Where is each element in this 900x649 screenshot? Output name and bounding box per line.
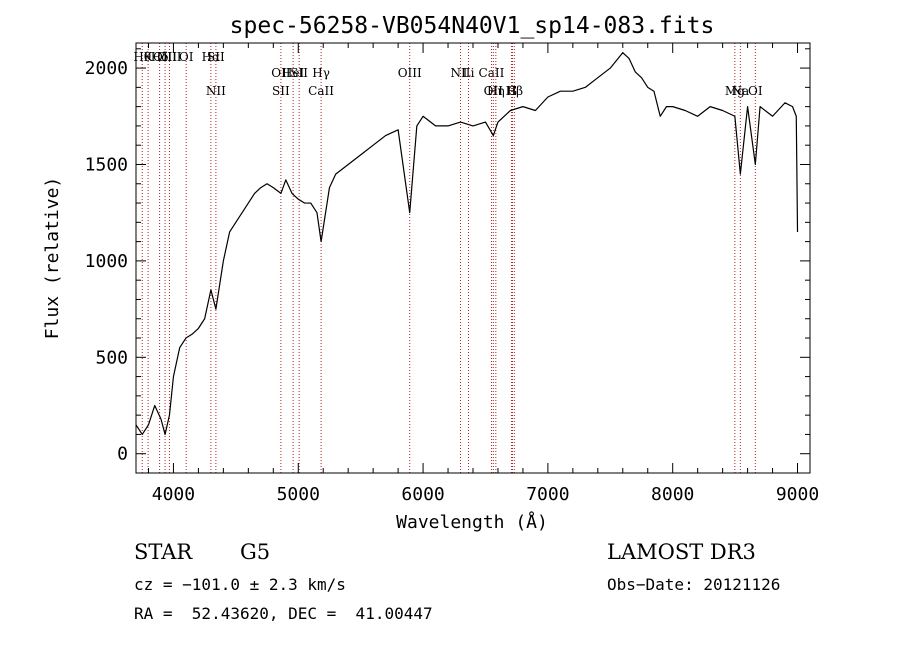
spectrum-layer	[135, 52, 799, 436]
line-marker-label: OIII	[398, 66, 422, 80]
line-marker-label: OIII	[153, 50, 177, 64]
x-axis-label: Wavelength (Å)	[396, 511, 548, 533]
line-marker-label: Hδ	[151, 50, 169, 64]
line-marker-label: NII	[206, 84, 226, 98]
line-marker-label: H	[506, 84, 516, 98]
coordinates: RA = 52.43620, DEC = 41.00447	[134, 604, 433, 623]
line-marker-label: CaII	[479, 66, 505, 80]
line-marker-label: CaII	[308, 84, 334, 98]
line-marker-label: OII	[484, 84, 504, 98]
x-tick-label: 8000	[651, 484, 694, 505]
line-marker-label: K	[144, 50, 154, 64]
line-marker-label: Na	[732, 84, 750, 98]
line-marker-label: NII	[451, 66, 471, 80]
spectrum-line	[135, 52, 799, 436]
line-marker-label: Hα	[202, 50, 221, 64]
survey-label: LAMOST DR3	[607, 540, 756, 564]
x-tick-label: 7000	[526, 484, 569, 505]
line-marker-label: SII	[207, 50, 225, 64]
y-tick-label: 500	[95, 347, 128, 368]
line-marker-label: SII	[290, 66, 308, 80]
line-marker-label: G	[508, 84, 518, 98]
line-marker-label: OI	[179, 50, 194, 64]
line-marker-label: OIII	[157, 50, 181, 64]
line-marker-label: Hβ	[506, 84, 523, 98]
chart-title: spec-56258-VB054N40V1_sp14-083.fits	[230, 13, 715, 39]
axis-layer: 4000 5000 6000 7000 8000 9000 0 500 1000 1500 2000	[85, 43, 819, 505]
line-marker-label: Hη	[487, 84, 505, 98]
x-tick-label: 6000	[401, 484, 444, 505]
y-tick-label: 1500	[85, 154, 128, 175]
x-tick-label: 5000	[277, 484, 320, 505]
line-marker-label: OI	[748, 84, 763, 98]
line-marker-label: Hθ	[133, 50, 151, 64]
observation-date: Obs−Date: 20121126	[607, 575, 781, 594]
x-tick-label: 9000	[776, 484, 819, 505]
line-marker-label: OII	[271, 66, 291, 80]
subclass-label: G5	[240, 540, 271, 564]
line-marker-label: Li	[463, 66, 475, 80]
y-tick-label: 0	[117, 444, 128, 465]
y-tick-label: 2000	[85, 58, 128, 79]
x-tick-label: 4000	[152, 484, 195, 505]
y-tick-label: 1000	[85, 251, 128, 272]
y-axis-label: Flux (relative)	[42, 177, 63, 340]
redshift-velocity: cz = −101.0 ± 2.3 km/s	[134, 575, 346, 594]
line-marker-label: Hγ	[312, 66, 330, 80]
object-type-label: STAR	[134, 540, 193, 564]
line-marker-label: SII	[272, 84, 290, 98]
